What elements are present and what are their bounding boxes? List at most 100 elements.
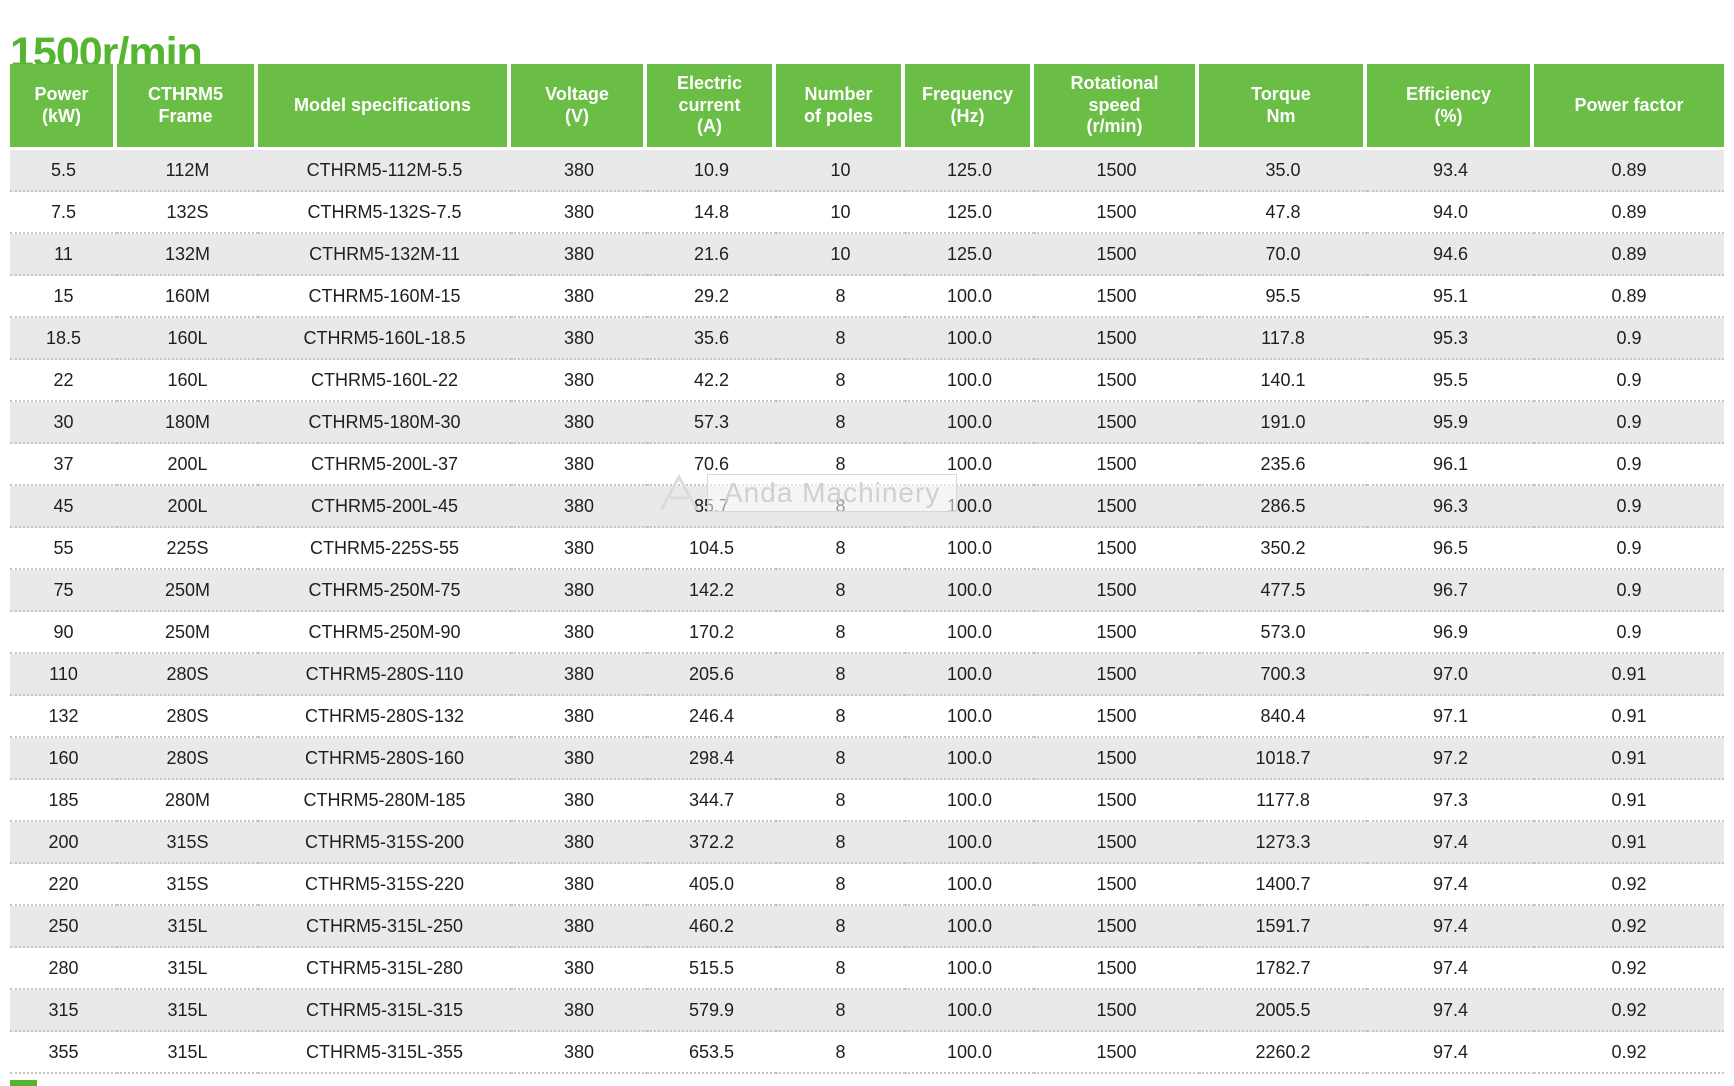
table-row: 132 280S CTHRM5-280S-132 380 246.4 8 100.0 1500… bbox=[10, 696, 1724, 738]
table-cell-current: 70.6 bbox=[647, 444, 776, 486]
table-cell-voltage: 380 bbox=[511, 150, 647, 192]
table-cell-current: 298.4 bbox=[647, 738, 776, 780]
table-cell-speed: 1500 bbox=[1034, 360, 1199, 402]
table-cell-power-factor: 0.9 bbox=[1534, 612, 1724, 654]
table-cell-poles: 8 bbox=[776, 990, 905, 1032]
table-cell-poles: 8 bbox=[776, 1032, 905, 1074]
table-cell-power-factor: 0.91 bbox=[1534, 822, 1724, 864]
table-cell-power-factor: 0.92 bbox=[1534, 948, 1724, 990]
table-cell-voltage: 380 bbox=[511, 654, 647, 696]
table-cell-voltage: 380 bbox=[511, 402, 647, 444]
table-cell-speed: 1500 bbox=[1034, 864, 1199, 906]
table-cell-poles: 8 bbox=[776, 570, 905, 612]
table-cell-speed: 1500 bbox=[1034, 234, 1199, 276]
table-cell-frequency: 100.0 bbox=[905, 906, 1034, 948]
table-cell-power: 15 bbox=[10, 276, 117, 318]
column-header-efficiency: Efficiency (%) bbox=[1367, 64, 1534, 150]
table-cell-efficiency: 96.7 bbox=[1367, 570, 1534, 612]
table-row: 22 160L CTHRM5-160L-22 380 42.2 8 100.0 1500 140… bbox=[10, 360, 1724, 402]
table-cell-frame: 280S bbox=[117, 654, 258, 696]
table-row: 11 132M CTHRM5-132M-11 380 21.6 10 125.0 1500 70… bbox=[10, 234, 1724, 276]
header-row: Power (kW) CTHRM5 Frame Model specificatio… bbox=[10, 64, 1724, 150]
table-cell-efficiency: 97.1 bbox=[1367, 696, 1534, 738]
table-cell-model: CTHRM5-225S-55 bbox=[258, 528, 511, 570]
table-cell-current: 35.6 bbox=[647, 318, 776, 360]
table-cell-torque: 477.5 bbox=[1199, 570, 1367, 612]
table-cell-poles: 8 bbox=[776, 318, 905, 360]
table-cell-current: 372.2 bbox=[647, 822, 776, 864]
table-cell-frame: 132M bbox=[117, 234, 258, 276]
table-cell-voltage: 380 bbox=[511, 234, 647, 276]
table-cell-frame: 180M bbox=[117, 402, 258, 444]
table-cell-voltage: 380 bbox=[511, 864, 647, 906]
table-cell-current: 10.9 bbox=[647, 150, 776, 192]
table-cell-voltage: 380 bbox=[511, 990, 647, 1032]
table-cell-power-factor: 0.92 bbox=[1534, 1032, 1724, 1074]
table-cell-model: CTHRM5-280S-160 bbox=[258, 738, 511, 780]
table-cell-power-factor: 0.91 bbox=[1534, 654, 1724, 696]
column-header-power: Power (kW) bbox=[10, 64, 117, 150]
table-cell-speed: 1500 bbox=[1034, 486, 1199, 528]
table-row: 55 225S CTHRM5-225S-55 380 104.5 8 100.0 1500 35… bbox=[10, 528, 1724, 570]
table-cell-speed: 1500 bbox=[1034, 738, 1199, 780]
table-cell-frame: 225S bbox=[117, 528, 258, 570]
table-cell-torque: 140.1 bbox=[1199, 360, 1367, 402]
table-cell-frequency: 100.0 bbox=[905, 318, 1034, 360]
table-cell-model: CTHRM5-132S-7.5 bbox=[258, 192, 511, 234]
table-cell-speed: 1500 bbox=[1034, 402, 1199, 444]
table-cell-power-factor: 0.89 bbox=[1534, 234, 1724, 276]
table-cell-torque: 700.3 bbox=[1199, 654, 1367, 696]
table-cell-efficiency: 95.1 bbox=[1367, 276, 1534, 318]
table-row: 7.5 132S CTHRM5-132S-7.5 380 14.8 10 125.0 1500… bbox=[10, 192, 1724, 234]
table-cell-voltage: 380 bbox=[511, 906, 647, 948]
table-row: 5.5 112M CTHRM5-112M-5.5 380 10.9 10 125.0 1500… bbox=[10, 150, 1724, 192]
table-cell-power-factor: 0.89 bbox=[1534, 150, 1724, 192]
table-cell-power-factor: 0.89 bbox=[1534, 276, 1724, 318]
table-cell-power: 90 bbox=[10, 612, 117, 654]
column-header-speed: Rotational speed (r/min) bbox=[1034, 64, 1199, 150]
table-cell-power-factor: 0.92 bbox=[1534, 990, 1724, 1032]
table-cell-poles: 8 bbox=[776, 864, 905, 906]
table-cell-efficiency: 96.1 bbox=[1367, 444, 1534, 486]
table-cell-frame: 315L bbox=[117, 948, 258, 990]
table-cell-frequency: 100.0 bbox=[905, 486, 1034, 528]
table-cell-frame: 132S bbox=[117, 192, 258, 234]
table-row: 250 315L CTHRM5-315L-250 380 460.2 8 100.0 1500… bbox=[10, 906, 1724, 948]
table-body: 5.5 112M CTHRM5-112M-5.5 380 10.9 10 125.0 1500… bbox=[10, 150, 1724, 1074]
table-cell-model: CTHRM5-315L-280 bbox=[258, 948, 511, 990]
table-row: 200 315S CTHRM5-315S-200 380 372.2 8 100.0 1500… bbox=[10, 822, 1724, 864]
table-row: 15 160M CTHRM5-160M-15 380 29.2 8 100.0 1500 95.… bbox=[10, 276, 1724, 318]
table-cell-voltage: 380 bbox=[511, 1032, 647, 1074]
table-cell-model: CTHRM5-280S-110 bbox=[258, 654, 511, 696]
table-cell-power-factor: 0.91 bbox=[1534, 696, 1724, 738]
table-cell-torque: 573.0 bbox=[1199, 612, 1367, 654]
table-cell-poles: 8 bbox=[776, 738, 905, 780]
table-cell-power: 22 bbox=[10, 360, 117, 402]
table-cell-efficiency: 97.0 bbox=[1367, 654, 1534, 696]
table-cell-efficiency: 97.4 bbox=[1367, 948, 1534, 990]
table-cell-efficiency: 97.4 bbox=[1367, 990, 1534, 1032]
table-cell-speed: 1500 bbox=[1034, 696, 1199, 738]
table-cell-current: 246.4 bbox=[647, 696, 776, 738]
table-cell-frequency: 100.0 bbox=[905, 570, 1034, 612]
table-cell-efficiency: 95.5 bbox=[1367, 360, 1534, 402]
table-cell-poles: 8 bbox=[776, 402, 905, 444]
table-cell-frame: 315L bbox=[117, 990, 258, 1032]
table-cell-frame: 315L bbox=[117, 906, 258, 948]
table-cell-model: CTHRM5-250M-75 bbox=[258, 570, 511, 612]
table-cell-frequency: 100.0 bbox=[905, 402, 1034, 444]
table-cell-current: 460.2 bbox=[647, 906, 776, 948]
table-cell-efficiency: 96.5 bbox=[1367, 528, 1534, 570]
table-cell-power: 45 bbox=[10, 486, 117, 528]
motor-spec-table: Power (kW) CTHRM5 Frame Model specificatio… bbox=[10, 64, 1724, 1074]
table-cell-model: CTHRM5-160M-15 bbox=[258, 276, 511, 318]
table-cell-power: 37 bbox=[10, 444, 117, 486]
table-cell-voltage: 380 bbox=[511, 360, 647, 402]
table-cell-torque: 35.0 bbox=[1199, 150, 1367, 192]
table-cell-model: CTHRM5-315L-355 bbox=[258, 1032, 511, 1074]
table-cell-voltage: 380 bbox=[511, 948, 647, 990]
table-cell-current: 85.7 bbox=[647, 486, 776, 528]
table-cell-poles: 10 bbox=[776, 234, 905, 276]
table-cell-voltage: 380 bbox=[511, 570, 647, 612]
table-cell-power: 132 bbox=[10, 696, 117, 738]
